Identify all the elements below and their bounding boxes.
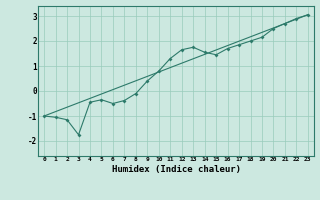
X-axis label: Humidex (Indice chaleur): Humidex (Indice chaleur) xyxy=(111,165,241,174)
